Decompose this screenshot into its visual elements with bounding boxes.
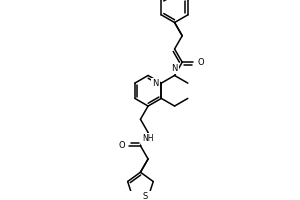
Text: NH: NH	[142, 134, 154, 143]
Text: O: O	[119, 141, 126, 150]
Text: S: S	[142, 192, 147, 200]
Text: O: O	[197, 58, 204, 67]
Text: N: N	[171, 64, 178, 73]
Text: N: N	[152, 79, 158, 88]
